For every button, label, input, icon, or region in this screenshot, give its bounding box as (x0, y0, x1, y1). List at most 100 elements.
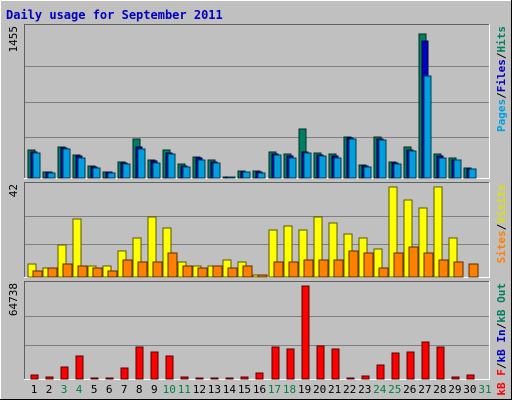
bar-visits-day-29 (448, 237, 458, 278)
bar-pages-day-8 (137, 148, 146, 179)
bar-pages-day-12 (197, 159, 206, 179)
bar-kb-f-day-17 (271, 346, 280, 380)
panel-right-labels: Sites/Visits (495, 184, 508, 264)
x-tick-label-day-1: 1 (31, 383, 38, 396)
x-tick-label-day-23: 23 (358, 383, 371, 396)
x-tick-label-day-22: 22 (343, 383, 356, 396)
x-tick-label-day-8: 8 (136, 383, 143, 396)
x-tick-label-day-18: 18 (283, 383, 296, 396)
bar-kb-f-day-27 (421, 341, 430, 380)
bar-sites-day-10 (167, 252, 178, 278)
bar-kb-f-day-7 (120, 367, 129, 380)
bar-sites-day-11 (182, 265, 193, 278)
bar-pages-day-9 (152, 162, 161, 179)
x-tick-label-day-14: 14 (223, 383, 237, 396)
panel-right-labels: Pages/Files/Hits (495, 26, 508, 132)
bar-pages-day-26 (408, 150, 417, 179)
x-tick-label-day-12: 12 (193, 383, 206, 396)
bar-visits-day-25 (388, 186, 398, 278)
x-tick-label-day-20: 20 (313, 383, 326, 396)
bar-kb-f-day-30 (466, 374, 475, 380)
bar-kb-f-day-14 (225, 377, 234, 380)
bar-pages-day-28 (438, 157, 447, 179)
panel-right-label-part: / (495, 223, 508, 230)
bar-kb-f-day-5 (90, 377, 99, 380)
bar-sites-day-20 (318, 259, 329, 278)
x-tick-label-day-5: 5 (91, 383, 98, 396)
bar-kb-f-day-3 (60, 366, 69, 380)
bar-visits-day-4 (72, 218, 82, 278)
panel-right-label-part: kB In (495, 329, 508, 362)
bar-sites-day-26 (408, 246, 419, 278)
bar-sites-day-13 (212, 265, 223, 278)
bar-pages-day-14 (227, 176, 236, 179)
bar-sites-day-14 (227, 267, 238, 278)
bar-kb-f-day-26 (406, 351, 415, 380)
bar-sites-day-21 (333, 259, 344, 278)
x-tick-label-day-4: 4 (76, 383, 83, 396)
panel-right-label-part: Sites (495, 230, 508, 263)
panel-plot-area (24, 281, 490, 380)
bar-kb-f-day-20 (316, 345, 325, 380)
bar-pages-day-27 (423, 75, 432, 179)
x-tick-label-day-7: 7 (121, 383, 128, 396)
bar-pages-day-18 (288, 157, 297, 179)
panel-right-label-part: Files (495, 59, 508, 92)
bar-sites-day-12 (197, 267, 208, 278)
bar-visits-day-24 (373, 248, 383, 278)
bar-kb-f-day-22 (346, 377, 355, 380)
bar-pages-day-4 (77, 157, 86, 179)
bar-pages-day-10 (167, 153, 176, 179)
bar-pages-day-13 (212, 162, 221, 179)
bar-sites-day-5 (92, 267, 103, 278)
bar-kb-f-day-8 (135, 346, 144, 380)
x-tick-label-day-17: 17 (268, 383, 281, 396)
chart-panels: 1455Pages/Files/Hits42Sites/Visits64738k… (7, 24, 508, 396)
bar-visits-day-17 (268, 229, 278, 278)
x-tick-label-day-19: 19 (298, 383, 311, 396)
bar-kb-f-day-19 (301, 285, 310, 380)
bar-visits-day-28 (433, 186, 443, 278)
bar-kb-f-day-13 (210, 377, 219, 380)
bar-pages-day-1 (32, 152, 41, 179)
bar-kb-f-day-24 (376, 364, 385, 380)
bar-visits-day-20 (313, 216, 323, 278)
bar-pages-day-11 (182, 166, 191, 179)
panel-right-labels: kB F/kB In/kB Out (495, 283, 508, 396)
bar-pages-day-5 (92, 167, 101, 179)
bar-kb-f-day-6 (105, 377, 114, 380)
x-tick-label-day-29: 29 (448, 383, 461, 396)
x-tick-label-day-11: 11 (178, 383, 191, 396)
panel-visits_sites: 42 Sites/Visits (7, 182, 508, 278)
bar-sites-day-4 (77, 265, 88, 278)
bar-sites-day-17 (273, 261, 284, 278)
bar-pages-day-21 (333, 157, 342, 179)
bar-visits-day-26 (403, 199, 413, 278)
x-tick-label-day-28: 28 (433, 383, 446, 396)
panel-right-label-part: Hits (495, 26, 508, 53)
bar-pages-day-23 (363, 166, 372, 179)
panel-right-label-part: Visits (495, 184, 508, 224)
x-tick-label-day-26: 26 (403, 383, 416, 396)
panel-max-label: 42 (7, 184, 20, 197)
bar-pages-day-7 (122, 163, 131, 179)
bar-sites-day-30 (468, 263, 479, 278)
bar-sites-day-6 (107, 270, 118, 278)
x-tick-label-day-16: 16 (253, 383, 266, 396)
bar-sites-day-19 (303, 259, 314, 278)
x-tick-label-day-30: 30 (463, 383, 476, 396)
bar-sites-day-9 (152, 261, 163, 278)
bar-kb-f-day-11 (180, 376, 189, 380)
bar-kb-f-day-2 (45, 376, 54, 380)
bar-kb-f-day-29 (451, 376, 460, 380)
chart-title: Daily usage for September 2011 (6, 8, 223, 22)
bar-sites-day-7 (122, 259, 133, 278)
bar-visits-day-3 (57, 244, 67, 278)
bar-visits-day-18 (283, 225, 293, 278)
bar-kb-f-day-25 (391, 352, 400, 380)
bar-sites-day-3 (62, 263, 73, 278)
bar-sites-day-29 (453, 261, 464, 278)
bar-visits-day-9 (147, 216, 157, 278)
